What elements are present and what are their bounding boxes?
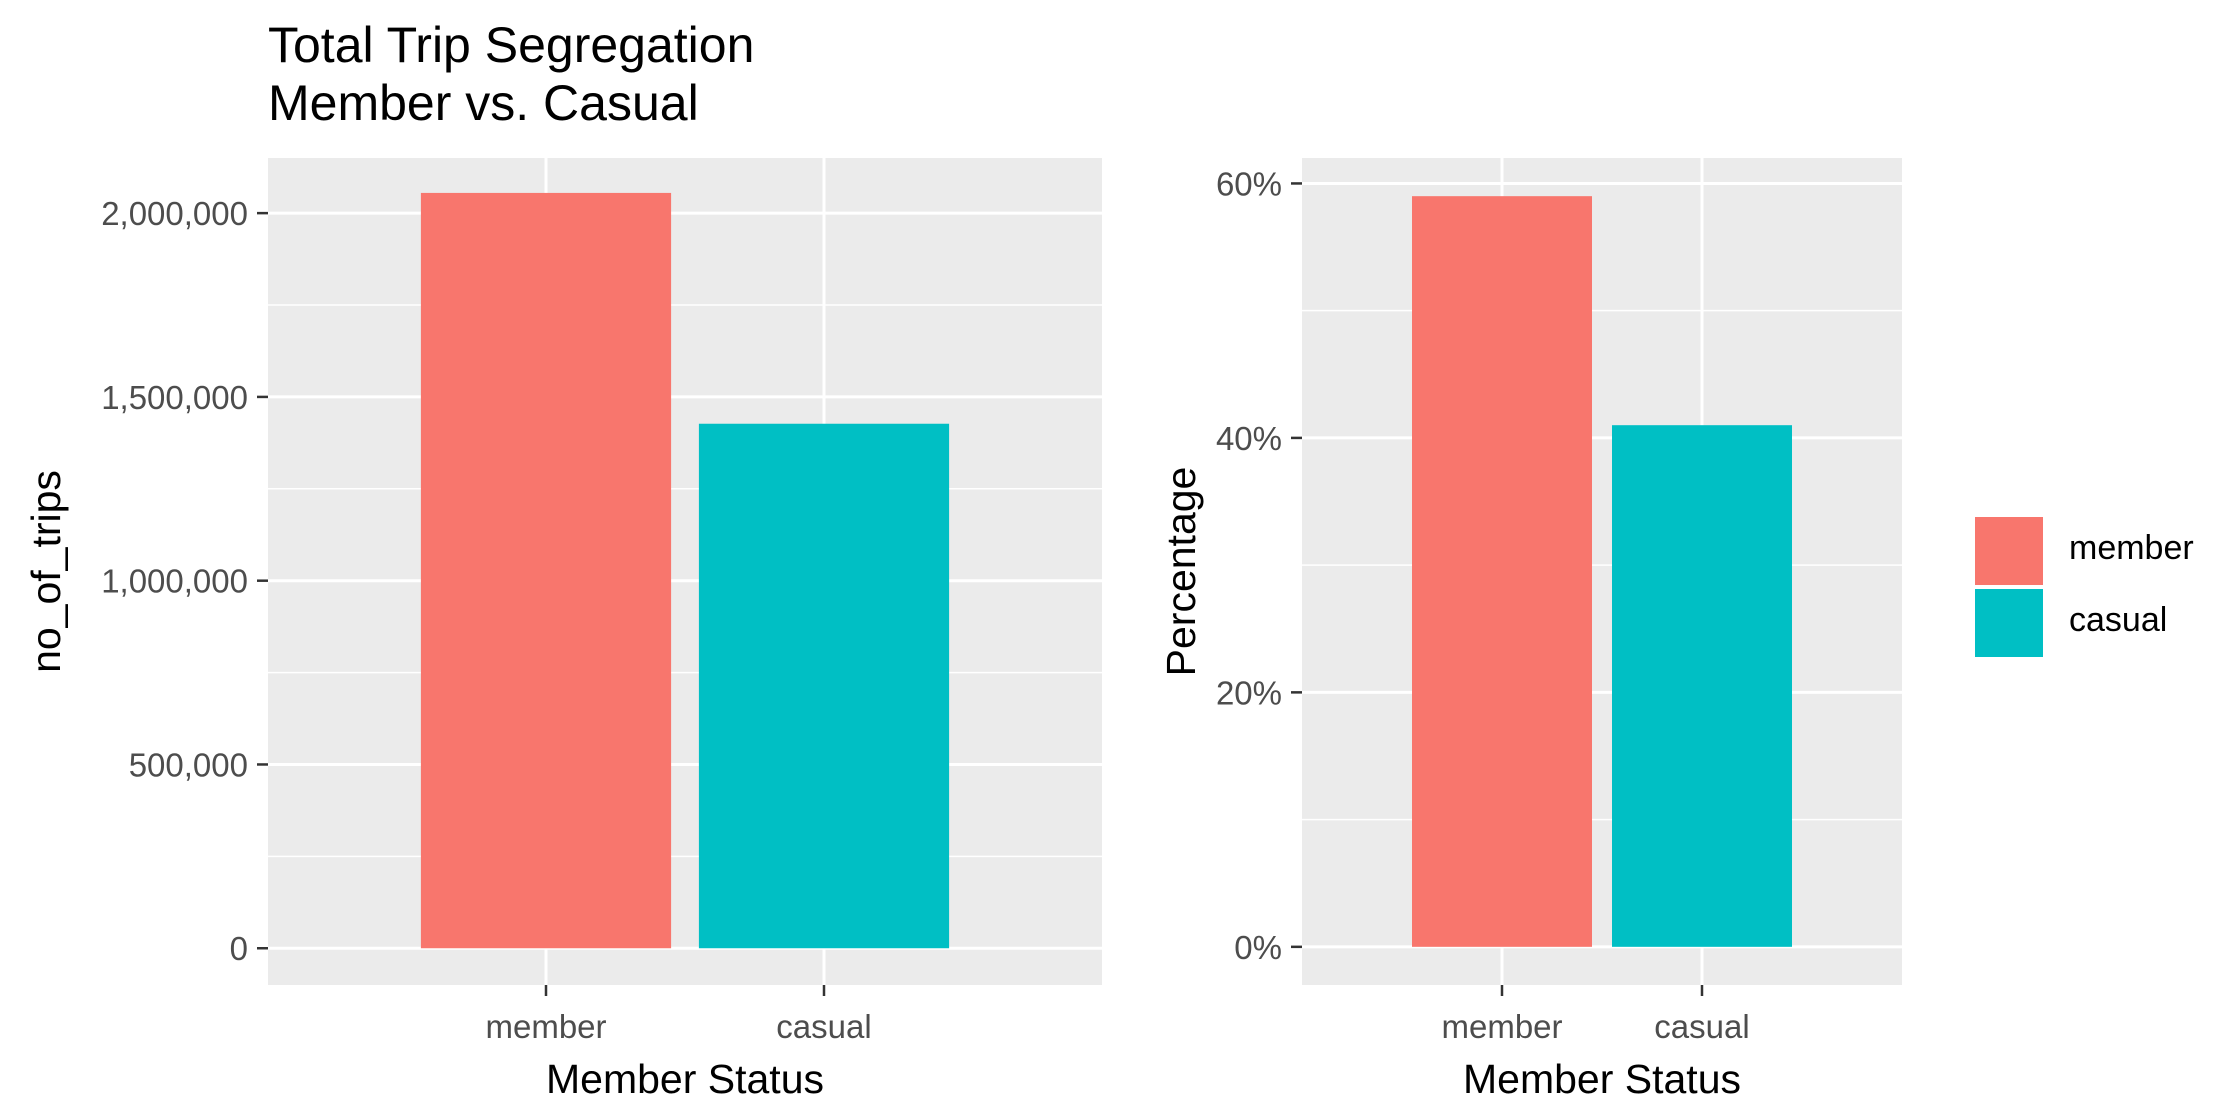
trips-bar-member: [420, 192, 672, 949]
pct-bar-member: [1412, 196, 1592, 947]
pct-x-axis-label: Member Status: [1463, 1056, 1741, 1102]
pct-ytick-label: 20%: [1216, 674, 1282, 711]
chart-title-line2: Member vs. Casual: [268, 75, 699, 131]
pct-y-axis-label: Percentage: [1158, 467, 1204, 677]
trips-xtick-label-member: member: [485, 1008, 606, 1045]
trips-xtick-label-casual: casual: [776, 1008, 871, 1045]
legend-label-member: member: [2069, 529, 2194, 567]
chart-title-line1: Total Trip Segregation: [268, 17, 755, 73]
trips-ytick-label: 1,000,000: [101, 563, 248, 600]
pct-panel-background: [1302, 158, 1902, 985]
trips-ytick-label: 1,500,000: [101, 379, 248, 416]
pct-xtick-label-member: member: [1441, 1008, 1562, 1045]
pct-ytick-label: 0%: [1234, 929, 1282, 966]
pct-ytick-label: 40%: [1216, 420, 1282, 457]
pct-ytick-label: 60%: [1216, 165, 1282, 202]
legend-label-casual: casual: [2069, 601, 2168, 639]
trips-ytick-label: 500,000: [129, 746, 248, 783]
trips-bar-casual: [698, 423, 950, 949]
trips-ytick-label: 2,000,000: [101, 195, 248, 232]
legend-key-casual: [1975, 589, 2043, 657]
trips-y-axis-label: no_of_trips: [23, 470, 69, 673]
legend-key-member: [1975, 517, 2043, 585]
pct-bar-casual: [1612, 425, 1792, 947]
chart-title: Total Trip Segregation Member vs. Casual: [268, 16, 754, 132]
pct-xtick-label-casual: casual: [1654, 1008, 1749, 1045]
trips-panel-background: [268, 158, 1102, 985]
trips-ytick-label: 0: [230, 930, 248, 967]
trips-x-axis-label: Member Status: [546, 1056, 824, 1102]
